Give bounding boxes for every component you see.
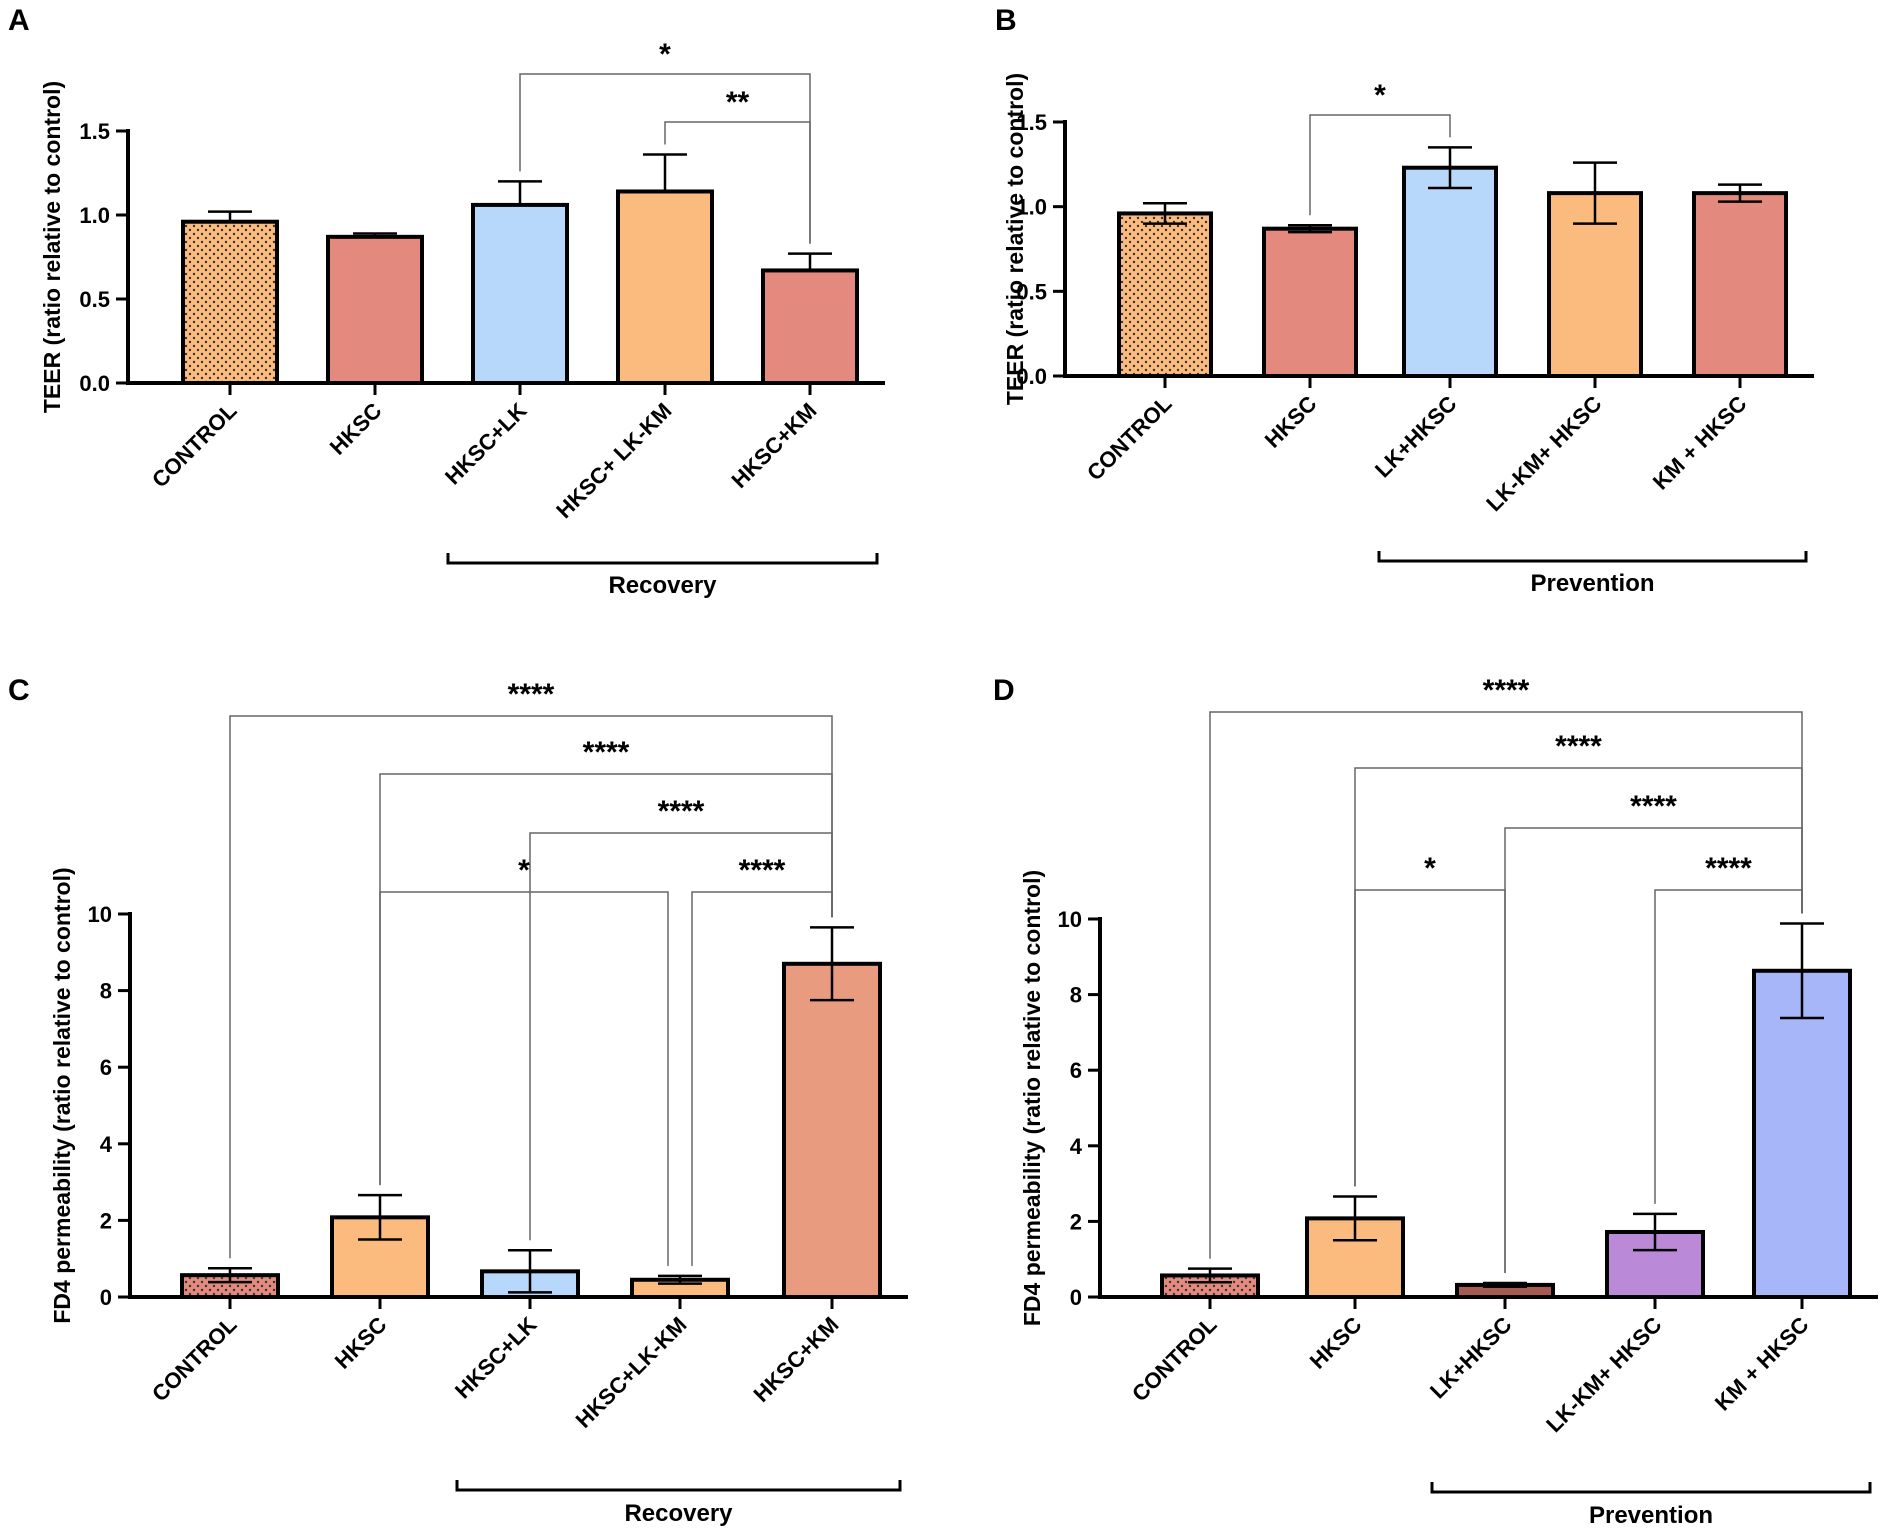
y-axis-title: TEER (ratio relative to control) bbox=[39, 81, 65, 413]
group-label: Prevention bbox=[1589, 1502, 1713, 1529]
bar-hksc-km bbox=[782, 961, 882, 1299]
bar-dot-pattern bbox=[185, 223, 275, 381]
y-tick-label: 4 bbox=[1070, 1134, 1083, 1159]
significance-label: **** bbox=[658, 795, 705, 828]
bar-dot-pattern bbox=[184, 1277, 276, 1295]
category-label: CONTROL bbox=[1082, 391, 1177, 486]
bar-km-hksc bbox=[1752, 968, 1852, 1299]
significance-label: **** bbox=[583, 736, 630, 769]
group-bracket bbox=[1377, 551, 1808, 563]
bar-dot-pattern bbox=[1164, 1277, 1256, 1295]
bar-km-hksc bbox=[1692, 191, 1788, 378]
y-tick-label: 6 bbox=[100, 1055, 112, 1080]
bar-hksc-km bbox=[761, 268, 859, 385]
category-label: LK-KM+ HKSC bbox=[1541, 1312, 1666, 1437]
y-tick-label: 0.0 bbox=[79, 371, 110, 396]
y-tick-label: 0.5 bbox=[1016, 279, 1047, 304]
category-label: CONTROL bbox=[147, 398, 242, 493]
bar-hksc-lk-km bbox=[616, 189, 714, 385]
significance-label: **** bbox=[1555, 730, 1602, 763]
panel-c: C 0 2 4 6 8 10 FD4 permeability (ratio relative… bbox=[8, 674, 908, 1527]
y-axis-title: FD4 permeability (ratio relative to cont… bbox=[1019, 870, 1045, 1326]
y-tick-label: 10 bbox=[1058, 907, 1082, 932]
significance-bracket bbox=[379, 891, 669, 1266]
group-label: Recovery bbox=[608, 572, 717, 599]
bar-hksc-lk bbox=[471, 202, 569, 385]
bar-hksc bbox=[1262, 226, 1358, 378]
y-tick-label: 1.0 bbox=[1016, 195, 1047, 220]
significance-bracket bbox=[529, 832, 833, 1241]
category-label: LK+HKSC bbox=[1370, 391, 1462, 483]
significance-bracket bbox=[1654, 889, 1803, 1204]
y-tick-label: 0 bbox=[1070, 1285, 1082, 1310]
significance-label: * bbox=[1424, 852, 1436, 885]
y-tick-label: 6 bbox=[1070, 1058, 1082, 1083]
category-label: HKSC bbox=[325, 398, 387, 460]
category-label: HKSC+KM bbox=[748, 1312, 843, 1407]
category-label: HKSC bbox=[330, 1312, 392, 1374]
panel-letter: C bbox=[8, 674, 30, 707]
category-label: CONTROL bbox=[1127, 1312, 1222, 1407]
y-tick-label: 4 bbox=[100, 1132, 113, 1157]
significance-label: **** bbox=[739, 854, 786, 887]
y-tick-label: 1.5 bbox=[1016, 110, 1047, 135]
category-label: LK-KM+ HKSC bbox=[1481, 391, 1606, 516]
significance-bracket bbox=[1354, 767, 1803, 1187]
group-bracket bbox=[446, 553, 879, 565]
significance-bracket bbox=[379, 773, 833, 1186]
significance-bracket bbox=[1354, 889, 1506, 1274]
significance-bracket bbox=[664, 121, 811, 244]
bar-hksc bbox=[326, 234, 424, 385]
panel-a: A 0.0 0.5 1.0 1.5 TEER (ratio relative to con… bbox=[8, 4, 885, 599]
significance-label: ** bbox=[726, 86, 750, 119]
significance-bracket bbox=[691, 891, 833, 1266]
group-bracket bbox=[1430, 1482, 1872, 1494]
significance-label: **** bbox=[508, 678, 555, 711]
y-tick-label: 0.0 bbox=[1016, 364, 1047, 389]
significance-label: **** bbox=[1705, 852, 1752, 885]
significance-bracket bbox=[229, 715, 833, 1259]
significance-label: * bbox=[659, 38, 671, 71]
group-label: Prevention bbox=[1530, 570, 1654, 597]
y-tick-label: 2 bbox=[100, 1208, 112, 1233]
panel-letter: D bbox=[993, 674, 1015, 707]
category-label: KM + HKSC bbox=[1648, 391, 1752, 495]
significance-label: **** bbox=[1483, 674, 1530, 707]
category-label: HKSC+KM bbox=[726, 398, 821, 493]
significance-label: **** bbox=[1630, 790, 1677, 823]
bar-dot-pattern bbox=[1121, 215, 1209, 374]
category-label: CONTROL bbox=[147, 1312, 242, 1407]
category-label: HKSC+LK bbox=[450, 1312, 542, 1404]
significance-label: * bbox=[1374, 79, 1386, 112]
category-label: HKSC bbox=[1305, 1312, 1367, 1374]
y-tick-label: 1.5 bbox=[79, 119, 110, 144]
significance-bracket bbox=[1209, 711, 1803, 1259]
y-tick-label: 8 bbox=[1070, 983, 1082, 1008]
category-label: HKSC+LK bbox=[440, 398, 532, 490]
group-label: Recovery bbox=[624, 1500, 733, 1527]
category-label: KM + HKSC bbox=[1710, 1312, 1814, 1416]
group-bracket bbox=[455, 1480, 902, 1492]
category-label: LK+HKSC bbox=[1425, 1312, 1517, 1404]
y-tick-label: 0 bbox=[100, 1285, 112, 1310]
category-label: HKSC+LK-KM bbox=[571, 1312, 692, 1433]
category-label: HKSC bbox=[1260, 391, 1322, 453]
bar-lk-hksc bbox=[1402, 165, 1498, 378]
y-tick-label: 2 bbox=[1070, 1209, 1082, 1234]
panel-d: D 0 2 4 6 8 10 FD4 permeability (ratio relative… bbox=[993, 674, 1878, 1529]
significance-bracket bbox=[1309, 114, 1451, 216]
panel-letter: B bbox=[995, 4, 1017, 37]
y-tick-label: 1.0 bbox=[79, 203, 110, 228]
significance-label: * bbox=[518, 854, 530, 887]
y-axis-title: FD4 permeability (ratio relative to cont… bbox=[49, 867, 75, 1323]
y-tick-label: 10 bbox=[88, 902, 112, 927]
panel-letter: A bbox=[8, 4, 30, 37]
y-tick-label: 0.5 bbox=[79, 287, 110, 312]
y-tick-label: 8 bbox=[100, 979, 112, 1004]
category-label: HKSC+ LK-KM bbox=[551, 398, 676, 523]
y-axis-title: TEER (ratio relative to control) bbox=[1002, 73, 1028, 405]
